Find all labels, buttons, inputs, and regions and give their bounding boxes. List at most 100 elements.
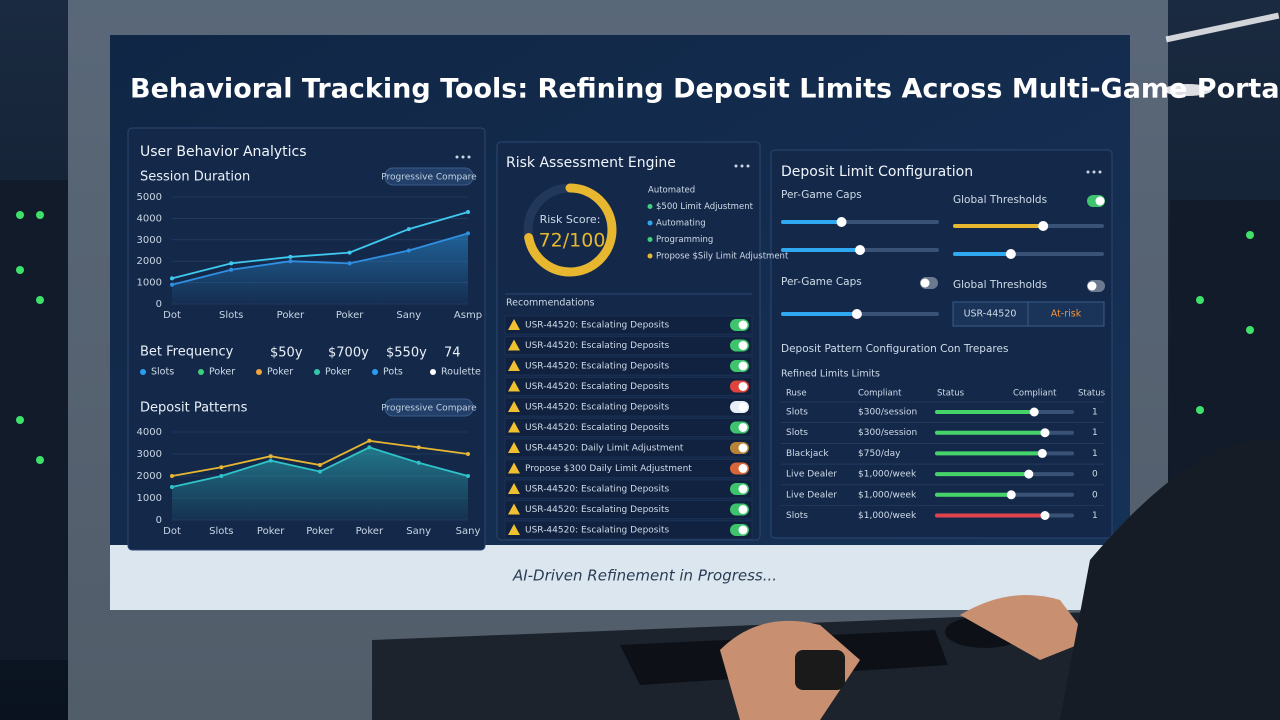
warning-icon: [508, 380, 520, 392]
badge[interactable]: [384, 167, 474, 186]
label: 0: [156, 515, 162, 526]
label: $700y: [328, 346, 369, 361]
slider-knob[interactable]: [855, 245, 865, 255]
label: Live Dealer: [786, 490, 837, 500]
line: [171, 232, 469, 286]
label: USR-44520: Escalating Deposits: [525, 362, 670, 372]
warning-icon: [508, 462, 520, 474]
label: 4000: [137, 427, 162, 438]
label: Poker: [325, 367, 351, 378]
toggle-knob: [1095, 196, 1105, 206]
label: Dot: [163, 526, 181, 537]
label: Risk Score:: [540, 213, 601, 226]
slider-knob[interactable]: [1038, 221, 1049, 231]
warning-icon: [508, 442, 520, 453]
point: [466, 209, 470, 214]
label: Poker: [356, 526, 384, 537]
label: USR-44520: Escalating Deposits: [525, 505, 670, 515]
legend-dot: [647, 220, 653, 226]
toggle-knob: [738, 443, 748, 453]
label: 1: [1092, 408, 1098, 418]
label: Programming: [656, 235, 713, 245]
label: Progressive Compare: [381, 173, 477, 183]
label: 3000: [137, 449, 162, 460]
rack-lights: [16, 211, 1254, 464]
list-row[interactable]: [504, 336, 753, 355]
point: [406, 248, 411, 253]
label: 0: [1092, 470, 1098, 480]
list-row[interactable]: [504, 315, 753, 335]
label: Slots: [786, 511, 808, 521]
legend-dot: [140, 369, 146, 375]
toggle-knob: [738, 505, 748, 514]
label: Global Thresholds: [953, 279, 1047, 291]
label: USR-44520: Daily Limit Adjustment: [525, 444, 684, 454]
badge[interactable]: [384, 398, 474, 417]
label: Recommendations: [506, 298, 594, 309]
list-row[interactable]: [504, 377, 753, 396]
label: Roulette: [441, 367, 481, 378]
label: $50y: [270, 346, 303, 361]
list-row[interactable]: [504, 356, 753, 376]
menu-dots[interactable]: [455, 155, 1102, 174]
label: Slots: [219, 310, 243, 321]
line: [171, 211, 469, 280]
legend-dot: [372, 369, 378, 375]
label: Propose $Sily Limit Adjustment: [656, 252, 789, 262]
slider-knob[interactable]: [851, 309, 862, 319]
point: [466, 474, 470, 478]
label: Poker: [306, 526, 334, 537]
point: [288, 254, 293, 259]
label: Status: [1078, 389, 1106, 399]
panel-title: Deposit Limit Configuration: [781, 164, 973, 180]
label: Automating: [656, 219, 706, 229]
label: Slots: [786, 428, 808, 438]
point: [347, 261, 352, 266]
point: [219, 465, 224, 470]
list-row[interactable]: [504, 479, 753, 499]
list-row[interactable]: [504, 520, 753, 540]
point: [268, 458, 273, 463]
label: Ruse: [786, 389, 807, 399]
label: USR-44520: Escalating Deposits: [525, 485, 670, 495]
list-row[interactable]: [504, 418, 753, 437]
point: [170, 276, 174, 281]
server-rack: [0, 180, 68, 660]
ceiling-light: [1164, 84, 1212, 96]
label: Session Duration: [140, 170, 250, 185]
warning-icon: [508, 360, 520, 371]
list-row[interactable]: [504, 397, 753, 417]
legend-dot: [198, 369, 204, 375]
point: [416, 460, 421, 465]
label: Deposit Patterns: [140, 401, 248, 416]
label: 1000: [137, 493, 162, 504]
list-row[interactable]: [504, 459, 753, 478]
progress-knob: [1037, 448, 1047, 458]
label: $300/session: [858, 428, 917, 438]
label: Sany: [406, 526, 431, 537]
label: $300/session: [858, 408, 917, 418]
legend-dot: [647, 204, 653, 209]
slider-knob[interactable]: [1005, 249, 1016, 259]
status-strip: [110, 545, 1130, 610]
list-row[interactable]: [504, 500, 753, 519]
slider-knob[interactable]: [836, 217, 847, 227]
point: [268, 454, 273, 459]
label: USR-44520: Escalating Deposits: [525, 321, 670, 331]
label: Poker: [277, 310, 305, 321]
toggle-knob: [738, 402, 748, 412]
point: [347, 250, 352, 255]
point: [367, 445, 372, 450]
label: USR-44520: Escalating Deposits: [525, 526, 670, 536]
label: 72/100: [539, 230, 606, 252]
toggle-knob: [738, 382, 748, 391]
label: Sany: [396, 310, 421, 321]
label: Asmp: [454, 310, 482, 321]
panel-title: User Behavior Analytics: [140, 144, 307, 160]
point: [466, 231, 470, 236]
label: Progressive Compare: [381, 404, 477, 414]
label: $1,000/week: [858, 490, 917, 500]
label: 2000: [137, 471, 162, 482]
panel-title: Risk Assessment Engine: [506, 155, 676, 171]
list-row[interactable]: [504, 438, 753, 458]
